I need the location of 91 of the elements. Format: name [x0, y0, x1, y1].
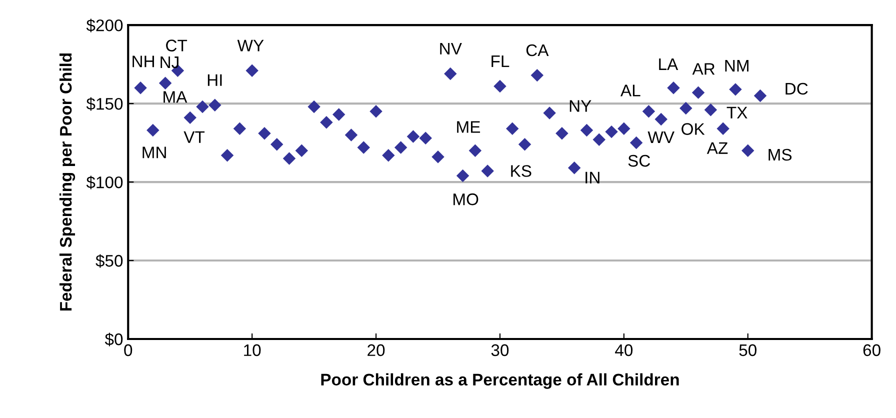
- annotation: NH: [132, 56, 154, 68]
- point: [580, 124, 594, 137]
- point: [246, 64, 258, 77]
- annotation: MO: [454, 193, 478, 206]
- point: [208, 98, 222, 112]
- point: [270, 138, 284, 151]
- annotation: WY: [237, 40, 264, 52]
- annotation: CA: [526, 44, 549, 56]
- y-tick-label: $150: [86, 97, 123, 111]
- annotation: KS: [511, 165, 532, 177]
- point: [134, 82, 147, 94]
- point: [382, 148, 395, 162]
- point: [568, 162, 581, 174]
- x-tick-label: 30: [491, 344, 509, 356]
- annotation: NJ: [160, 56, 178, 68]
- annotation: AL: [620, 84, 640, 96]
- annotation: VT: [184, 131, 205, 143]
- point: [506, 122, 519, 136]
- x-tick-label: 50: [739, 344, 756, 356]
- point: [406, 130, 420, 143]
- point: [556, 127, 568, 140]
- point: [184, 111, 196, 124]
- annotation: IN: [586, 172, 600, 184]
- point: [258, 127, 271, 140]
- annotation: NM: [725, 60, 748, 72]
- point: [692, 86, 705, 99]
- x-axis-title: Poor Children as a Percentage of All Children: [321, 373, 679, 389]
- annotation: TX: [726, 106, 748, 118]
- x-tick-label: 0: [124, 344, 132, 356]
- annotation: MS: [768, 148, 792, 161]
- x-tick-label: 20: [368, 344, 385, 356]
- y-axis-title: Federal Spending per Poor Child: [59, 53, 76, 311]
- point: [158, 76, 172, 90]
- point: [394, 141, 408, 154]
- point: [468, 144, 482, 158]
- point: [308, 100, 320, 114]
- point: [481, 164, 494, 178]
- annotation: OK: [682, 123, 705, 135]
- x-tick-label: 40: [615, 344, 633, 356]
- point: [605, 125, 618, 138]
- point: [146, 124, 160, 137]
- point: [754, 89, 767, 102]
- point: [344, 128, 358, 142]
- point: [456, 169, 470, 182]
- annotation: MA: [164, 91, 188, 103]
- point: [432, 150, 444, 164]
- annotation: CT: [166, 40, 188, 52]
- point: [630, 136, 643, 150]
- point: [618, 122, 630, 136]
- annotation: NY: [570, 100, 592, 112]
- point: [494, 80, 506, 93]
- point: [233, 122, 246, 136]
- annotation: ME: [457, 121, 480, 133]
- y-tick-label: $0: [104, 332, 123, 346]
- x-tick-label: 10: [244, 344, 261, 356]
- point: [530, 68, 544, 82]
- point: [543, 106, 556, 120]
- annotation: WV: [648, 132, 674, 144]
- point: [444, 67, 457, 80]
- point: [741, 144, 754, 158]
- y-tick-label: $50: [96, 254, 123, 268]
- annotation: AZ: [706, 142, 728, 154]
- point: [370, 105, 382, 118]
- point: [295, 144, 308, 158]
- point: [419, 132, 432, 144]
- point: [654, 112, 668, 126]
- point: [729, 83, 742, 96]
- annotation: MN: [142, 146, 166, 158]
- point: [332, 108, 346, 121]
- point: [518, 138, 532, 151]
- point: [220, 148, 234, 162]
- point: [642, 105, 656, 118]
- y-tick-label: $100: [86, 176, 123, 190]
- point: [680, 102, 692, 115]
- point: [592, 133, 606, 146]
- annotation: HI: [208, 74, 222, 86]
- point: [667, 82, 680, 94]
- point: [357, 141, 370, 154]
- point: [704, 103, 718, 116]
- annotation: FL: [492, 56, 510, 67]
- annotation: DC: [786, 82, 808, 95]
- annotation: NV: [440, 42, 462, 54]
- point: [320, 116, 333, 129]
- point: [282, 152, 296, 165]
- annotation: LA: [659, 58, 678, 70]
- annotation: SC: [628, 154, 650, 167]
- y-tick-label: $200: [86, 18, 123, 32]
- point: [716, 122, 730, 136]
- point: [196, 100, 209, 114]
- annotation: AR: [692, 63, 715, 75]
- x-tick-label: 60: [863, 344, 880, 356]
